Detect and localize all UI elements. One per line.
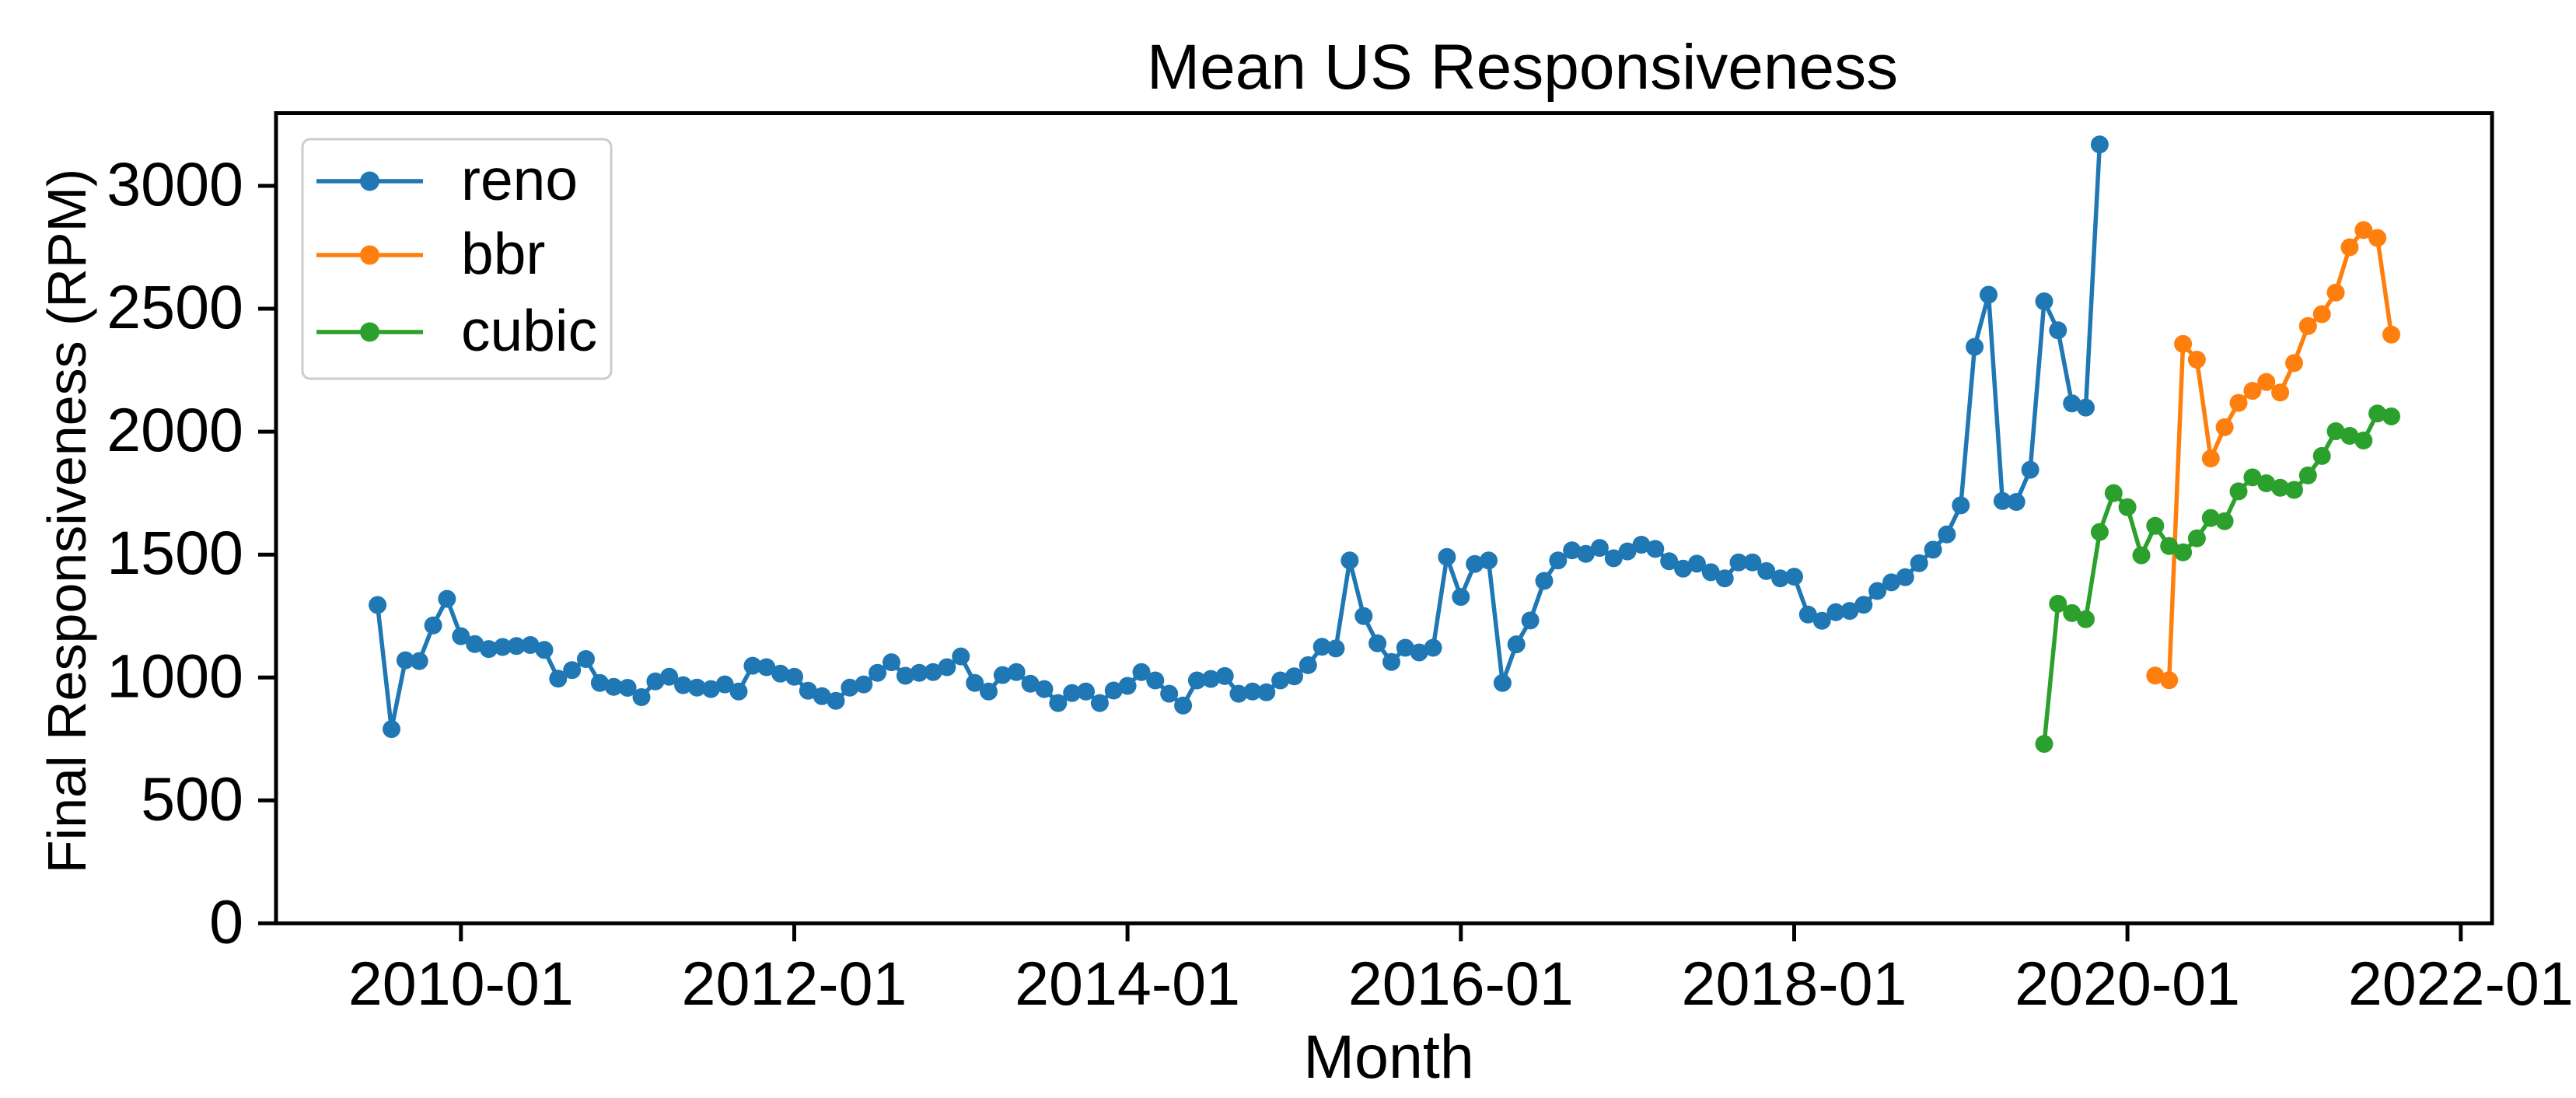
svg-text:1500: 1500 xyxy=(107,518,243,587)
svg-text:2018-01: 2018-01 xyxy=(1682,949,1907,1018)
svg-text:cubic: cubic xyxy=(461,298,597,363)
svg-text:2014-01: 2014-01 xyxy=(1015,949,1240,1018)
svg-text:1000: 1000 xyxy=(107,641,243,710)
svg-text:Final Responsiveness (RPM): Final Responsiveness (RPM) xyxy=(37,169,97,873)
svg-text:2012-01: 2012-01 xyxy=(682,949,907,1018)
svg-text:Month: Month xyxy=(1303,1022,1474,1091)
svg-text:2022-01: 2022-01 xyxy=(2348,949,2574,1018)
svg-text:reno: reno xyxy=(461,147,578,212)
svg-text:2016-01: 2016-01 xyxy=(1348,949,1574,1018)
svg-text:2010-01: 2010-01 xyxy=(348,949,574,1018)
svg-text:Mean US Responsiveness: Mean US Responsiveness xyxy=(1147,32,1898,103)
svg-text:500: 500 xyxy=(141,764,243,833)
svg-text:0: 0 xyxy=(209,886,243,956)
svg-text:2000: 2000 xyxy=(107,395,243,464)
svg-text:bbr: bbr xyxy=(461,221,545,286)
svg-text:3000: 3000 xyxy=(107,149,243,219)
svg-text:2020-01: 2020-01 xyxy=(2015,949,2240,1018)
svg-text:2500: 2500 xyxy=(107,272,243,341)
